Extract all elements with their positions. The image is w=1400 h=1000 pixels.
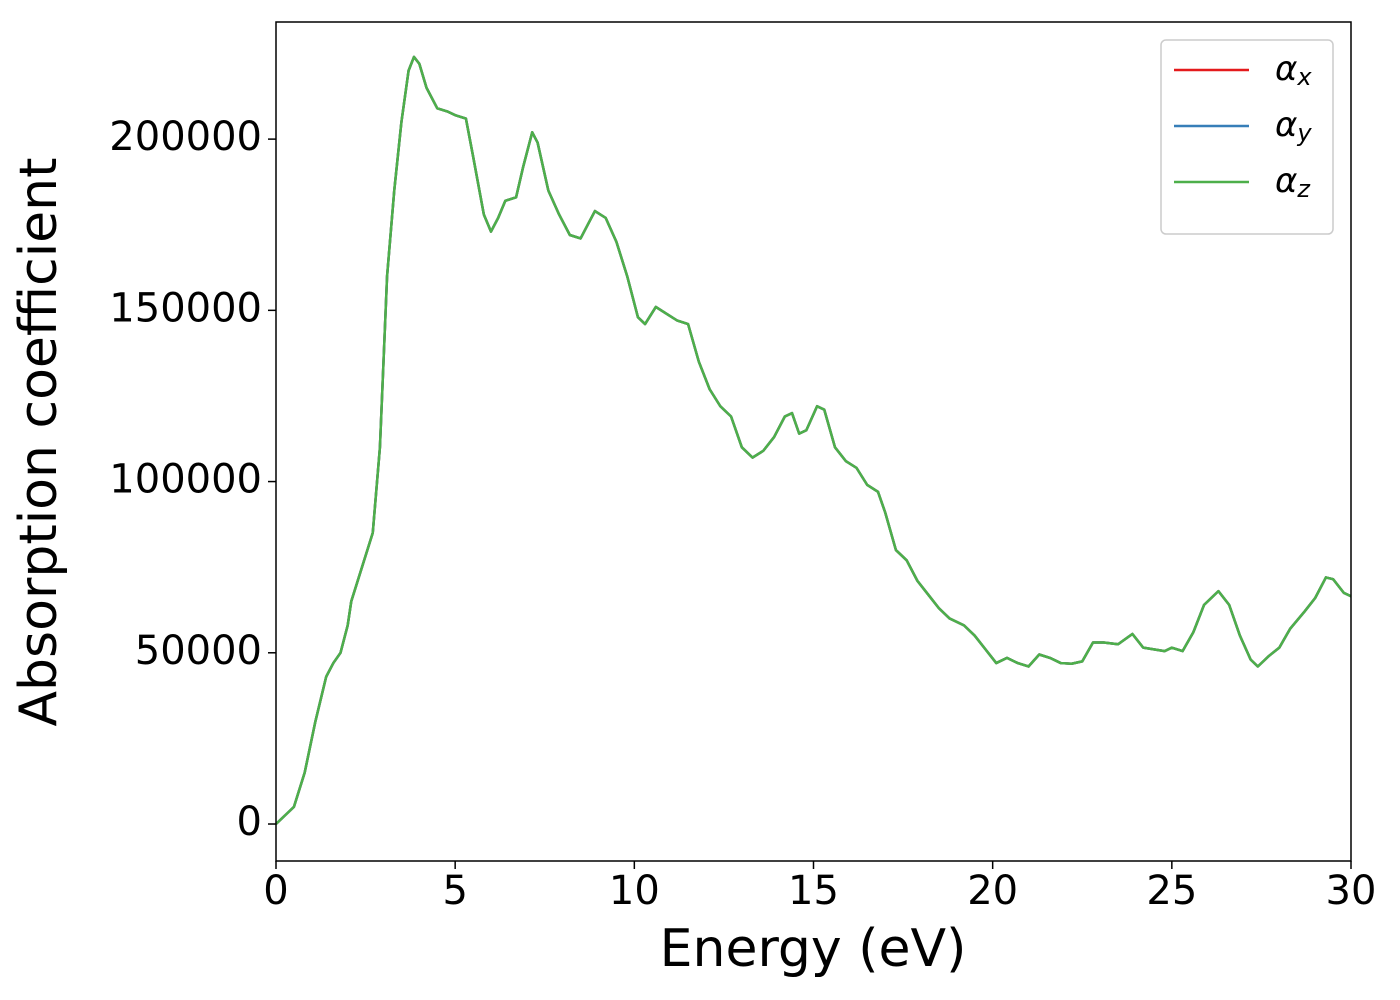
- legend-box: [1160, 39, 1334, 235]
- y-axis-label: Absorption coefficient: [9, 157, 69, 726]
- x-tick-label: 5: [442, 868, 467, 914]
- y-tick-label: 50000: [135, 628, 262, 674]
- data-line: [275, 55, 1352, 825]
- x-tick-label: 10: [609, 868, 660, 914]
- legend-label: αx: [1275, 49, 1312, 92]
- x-axis-label: Energy (eV): [660, 919, 967, 979]
- x-tick-label: 20: [967, 868, 1018, 914]
- plot-frame: [275, 21, 1352, 862]
- x-tick-label: 15: [788, 868, 839, 914]
- x-tick-label: 30: [1326, 868, 1377, 914]
- legend-label: αz: [1275, 161, 1311, 204]
- y-tick-label: 0: [237, 799, 262, 845]
- y-tick-label: 200000: [109, 114, 262, 160]
- x-tick-label: 25: [1146, 868, 1197, 914]
- legend-label: αy: [1275, 105, 1312, 148]
- y-tick-label: 150000: [109, 285, 262, 331]
- y-tick-label: 100000: [109, 457, 262, 503]
- x-tick-label: 0: [263, 868, 288, 914]
